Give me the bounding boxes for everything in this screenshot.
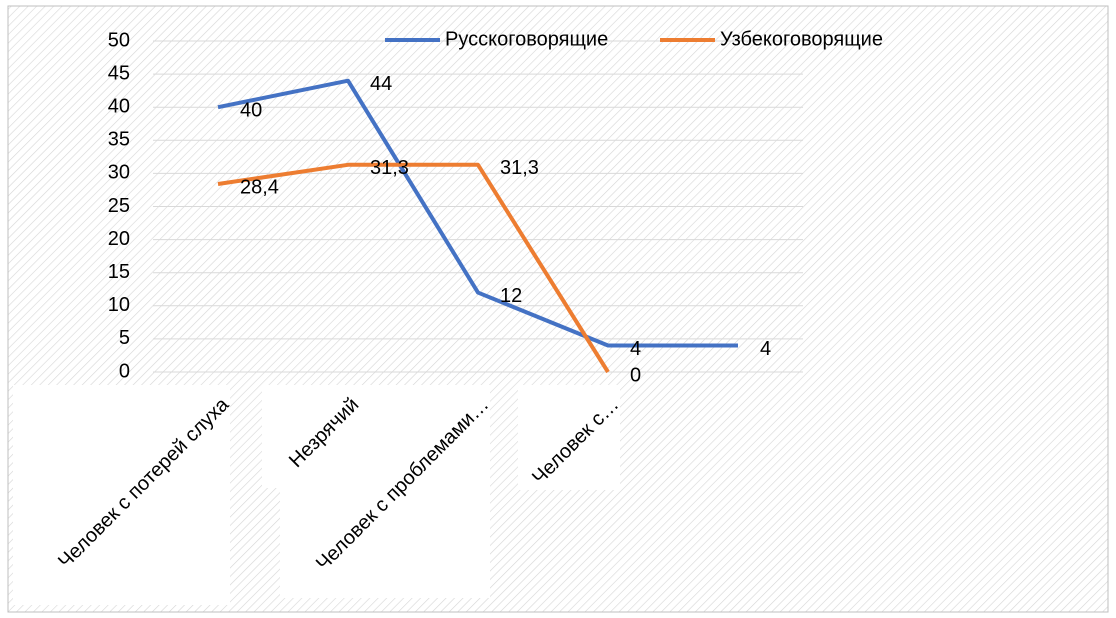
y-tick-label: 25 [108,195,130,217]
data-label: 28,4 [240,176,279,198]
y-tick-label: 20 [108,228,130,250]
y-tick-label: 5 [119,327,130,349]
y-tick-label: 15 [108,261,130,283]
data-label: 40 [240,99,262,121]
data-label: 12 [500,285,522,307]
legend-label: Узбекоговорящие [720,28,883,50]
y-tick-label: 35 [108,129,130,151]
y-tick-label: 10 [108,294,130,316]
series-line [217,78,738,348]
data-label: 31,3 [370,157,409,179]
series-line [217,162,610,374]
y-tick-label: 45 [108,62,130,84]
y-tick-label: 50 [108,29,130,51]
data-label: 44 [370,73,392,95]
label-box [518,385,620,490]
y-tick-label: 40 [108,95,130,117]
y-tick-label: 30 [108,162,130,184]
data-label: 31,3 [500,157,539,179]
data-label: 0 [630,364,641,386]
data-label: 4 [630,338,641,360]
legend-label: Русскоговорящие [445,28,608,50]
label-box [280,385,490,598]
y-tick-label: 0 [119,360,130,382]
data-label: 4 [760,338,771,360]
label-box [13,385,230,605]
